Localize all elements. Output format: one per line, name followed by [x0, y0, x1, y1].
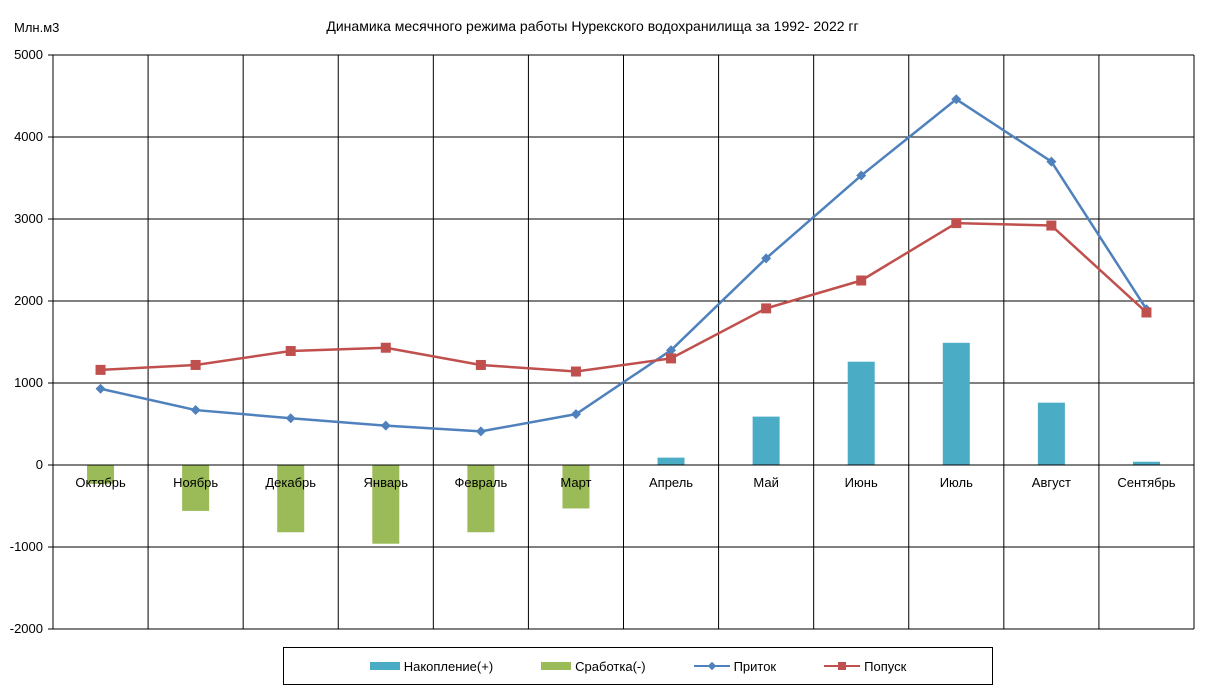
bar-accumulation: [657, 457, 685, 465]
bar-accumulation: [847, 361, 875, 465]
bar-drawdown: [182, 465, 210, 511]
legend-label-release: Попуск: [864, 658, 907, 674]
bar-accumulation: [752, 416, 780, 465]
point-release: [380, 342, 391, 353]
legend-label-accumulation: Накопление(+): [403, 658, 494, 674]
legend-item-release: Попуск: [824, 659, 906, 674]
point-release: [285, 346, 296, 357]
legend-swatch-release: [824, 661, 861, 671]
x-tick-label: Сентябрь: [1117, 475, 1175, 490]
x-tick-label: Январь: [364, 475, 409, 490]
y-axis-unit-label: Млн.м3: [14, 20, 60, 35]
point-release: [1141, 307, 1152, 318]
line-inflow: [100, 98, 1148, 433]
point-inflow: [285, 413, 296, 424]
y-tick-label: 4000: [14, 129, 43, 144]
bar-accumulation: [1037, 402, 1065, 465]
point-inflow: [951, 94, 962, 105]
x-tick-label: Апрель: [649, 475, 693, 490]
legend-swatch-accumulation: [369, 662, 400, 670]
point-release: [570, 366, 581, 377]
bar-accumulation: [1132, 461, 1160, 465]
bar-drawdown: [467, 465, 495, 533]
x-tick-label: Декабрь: [265, 475, 316, 490]
point-inflow: [761, 253, 772, 264]
y-tick-label: -1000: [10, 539, 43, 554]
point-release: [666, 353, 677, 364]
bar-accumulation: [942, 342, 970, 465]
y-tick-label: 5000: [14, 47, 43, 62]
legend-item-accumulation: Накопление(+): [369, 658, 494, 674]
point-inflow: [190, 405, 201, 416]
point-inflow: [570, 409, 581, 420]
legend-item-drawdown: Сработка(-): [541, 658, 646, 674]
x-tick-label: Март: [560, 475, 591, 490]
x-tick-label: Ноябрь: [173, 475, 218, 490]
legend-label-drawdown: Сработка(-): [575, 658, 646, 674]
bar-drawdown: [277, 465, 305, 533]
bar-drawdown: [562, 465, 590, 509]
point-release: [190, 359, 201, 370]
x-tick-label: Февраль: [454, 475, 507, 490]
point-release: [856, 275, 867, 286]
legend-label-inflow: Приток: [733, 658, 777, 674]
chart-title: Динамика месячного режима работы Нурекск…: [326, 18, 859, 34]
x-tick-label: Май: [753, 475, 778, 490]
point-inflow: [95, 383, 106, 394]
x-tick-label: Июнь: [845, 475, 878, 490]
point-release: [95, 364, 106, 375]
legend-swatch-drawdown: [541, 662, 572, 670]
point-inflow: [856, 170, 867, 181]
line-release: [100, 221, 1148, 373]
point-inflow: [380, 420, 391, 431]
y-tick-label: 1000: [14, 375, 43, 390]
y-tick-label: 3000: [14, 211, 43, 226]
bar-drawdown: [87, 465, 115, 484]
point-release: [1046, 220, 1057, 231]
x-tick-label: Август: [1032, 475, 1071, 490]
point-inflow: [1046, 156, 1057, 167]
chart-legend: Накопление(+) Сработка(-) Приток Попуск: [283, 647, 993, 685]
x-tick-label: Июль: [940, 475, 973, 490]
point-release: [761, 303, 772, 314]
chart-plot: -2000 -1000 0 1000 2000 3000 4000 5000 Октябрь Но…: [10, 47, 1195, 636]
y-tick-label: -2000: [10, 621, 43, 636]
x-tick-label: Октябрь: [75, 475, 126, 490]
legend-swatch-inflow: [693, 661, 730, 671]
point-release: [475, 359, 486, 370]
point-inflow: [666, 345, 677, 356]
point-inflow: [475, 426, 486, 437]
y-tick-label: 0: [36, 457, 43, 472]
y-tick-label: 2000: [14, 293, 43, 308]
point-release: [951, 218, 962, 229]
bar-drawdown: [372, 465, 400, 544]
legend-item-inflow: Приток: [693, 658, 777, 674]
